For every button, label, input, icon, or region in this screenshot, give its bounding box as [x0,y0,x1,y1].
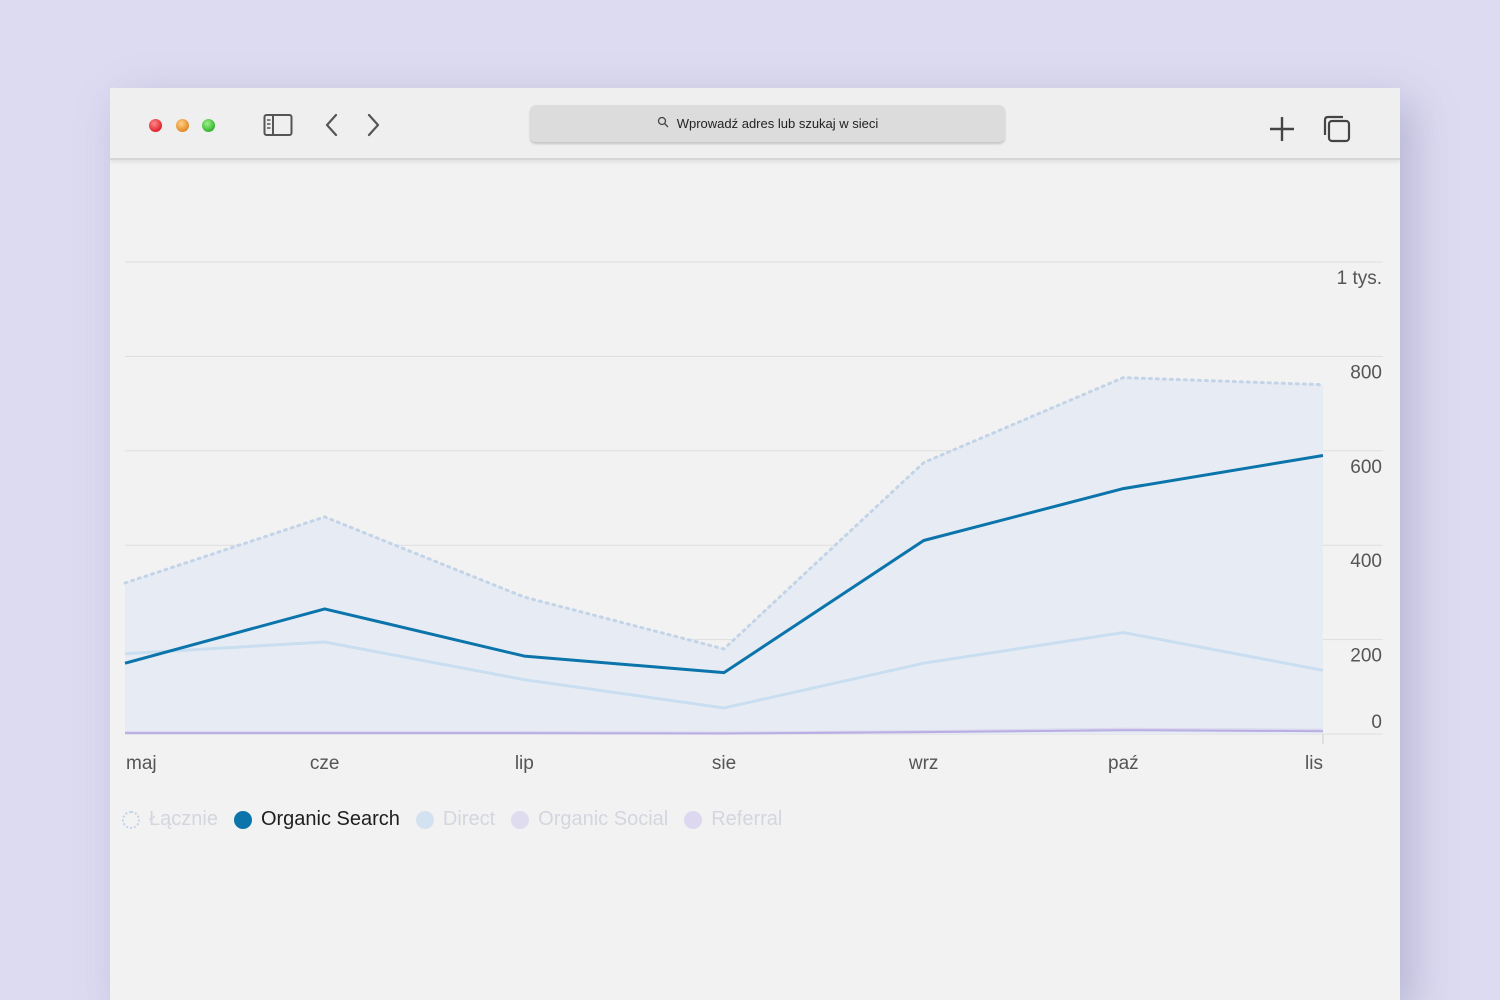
chart-canvas: 0 200 400 600 800 1 tys. maj cze lip sie wrz paź lis [123,261,1383,774]
sidebar-toggle-icon[interactable] [263,113,293,142]
organic-search-line [124,454,1324,675]
y-tick-label-3: 600 [1350,457,1382,478]
total-dotted-line [123,376,1325,651]
total-area [125,377,1323,734]
chart-legend: Łącznie Organic Search Direct Organic So… [122,808,798,831]
y-tick-label-1: 200 [1350,646,1382,667]
x-tick-label-3: sie [712,753,736,774]
search-icon [657,116,669,131]
new-tab-plus-icon[interactable] [1268,115,1296,148]
y-tick-label-4: 800 [1350,362,1382,383]
browser-window: Wprowadź adres lub szukaj w sieci 0 200 40… [110,88,1400,1000]
close-window-button[interactable] [149,119,162,132]
referral-line [125,729,1324,735]
legend-dot-total [122,810,140,829]
address-placeholder: Wprowadź adres lub szukaj w sieci [676,116,879,131]
maximize-window-button[interactable] [202,119,215,132]
legend-item-referral[interactable]: Referral [684,808,782,831]
x-tick-label-2: lip [515,753,534,774]
legend-dot-organic-search [233,810,252,829]
legend-item-organic-search[interactable]: Organic Search [233,808,400,831]
x-tick-label-6: lis [1305,753,1323,774]
forward-arrow-icon[interactable] [365,112,381,143]
x-tick-label-5: paź [1108,753,1139,774]
legend-label-total: Łącznie [149,808,218,830]
legend-item-organic-social[interactable]: Organic Social [511,808,668,831]
legend-label-organic-social: Organic Social [538,808,669,830]
legend-label-organic-search: Organic Search [260,808,400,830]
x-tick-label-1: cze [310,753,340,774]
legend-label-direct: Direct [442,808,496,830]
x-tick-label-0: maj [126,753,157,774]
minimize-window-button[interactable] [176,119,189,132]
browser-toolbar: Wprowadź adres lub szukaj w sieci [110,88,1400,160]
y-tick-label-5: 1 tys. [1337,268,1382,289]
legend-dot-organic-social [511,810,530,829]
y-tick-label-2: 400 [1350,551,1382,572]
legend-item-total[interactable]: Łącznie [122,808,218,831]
y-tick-label-0: 0 [1371,712,1382,733]
legend-dot-direct [415,810,434,829]
back-arrow-icon[interactable] [324,112,340,143]
legend-dot-referral [684,810,703,829]
x-tick-label-4: wrz [908,753,939,774]
tabs-overview-icon[interactable] [1322,114,1352,149]
address-bar[interactable]: Wprowadź adres lub szukaj w sieci [530,105,1005,142]
traffic-chart: 0 200 400 600 800 1 tys. maj cze lip sie wrz paź lis… [110,160,1400,1000]
direct-line [124,630,1324,710]
legend-label-referral: Referral [711,808,783,830]
legend-item-direct[interactable]: Direct [415,808,496,831]
